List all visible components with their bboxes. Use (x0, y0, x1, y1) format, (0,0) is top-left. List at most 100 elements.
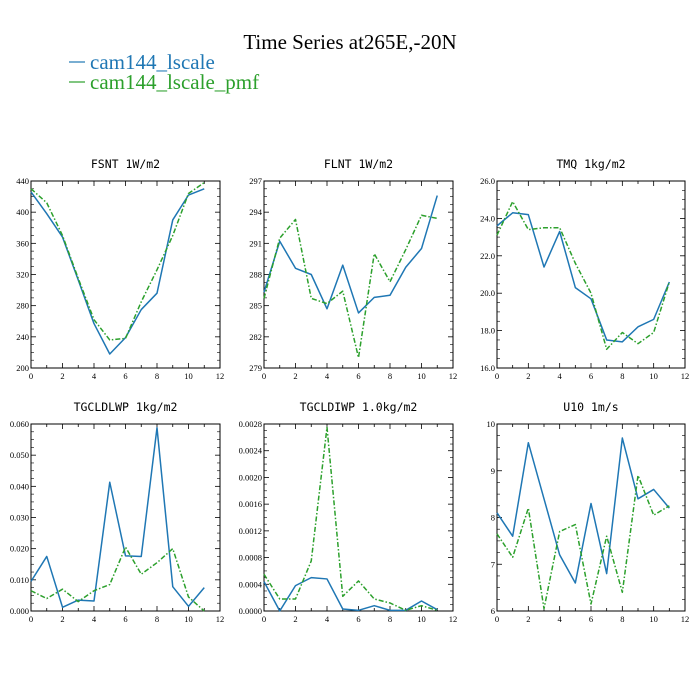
panel-tgcldlwp-xtick-label: 12 (216, 614, 225, 624)
panel-tgcldiwp-ytick-label: 0.0004 (239, 579, 263, 589)
panel-tgcldlwp-ytick-label: 0.000 (10, 606, 29, 616)
panel-flnt-xtick-label: 0 (262, 371, 266, 381)
panel-tgcldlwp-ytick-label: 0.030 (10, 513, 29, 523)
panel-fsnt-xtick-label: 4 (92, 371, 97, 381)
panel-u10-ytick-label: 10 (487, 419, 496, 429)
panel-tgcldlwp-xtick-label: 6 (123, 614, 127, 624)
panel-flnt-xtick-label: 6 (356, 371, 360, 381)
panel-tgcldlwp-series-cam144-lscale (30, 426, 205, 609)
panel-flnt-ytick-label: 291 (249, 238, 262, 248)
panel-fsnt-ytick-label: 440 (16, 176, 29, 186)
panel-fsnt: FSNT 1W/m2 0 2 4 6 8 10 12 200 240 280 320 360 400 440 (16, 157, 224, 381)
panel-tgcldiwp-xtick-label: 0 (262, 614, 266, 624)
panel-fsnt-frame (30, 180, 221, 369)
panel-tmq-xtick-label: 8 (620, 371, 624, 381)
panel-u10-title: U10 1m/s (563, 400, 618, 414)
panel-fsnt-xtick-label: 10 (184, 371, 193, 381)
panel-flnt-ytick-label: 282 (249, 332, 262, 342)
panel-tgcldlwp: TGCLDLWP 1kg/m2 0 2 4 6 8 10 12 0.000 0.010 0.020 0… (10, 400, 224, 624)
panel-tgcldiwp-xtick-label: 4 (325, 614, 330, 624)
panel-fsnt-ytick-label: 200 (16, 363, 29, 373)
panel-fsnt-ytick-label: 280 (16, 301, 29, 311)
panel-tgcldlwp-xtick-label: 4 (92, 614, 97, 624)
panel-tmq-series-cam144-lscale-pmf (496, 200, 671, 351)
panel-tgcldiwp-series-cam144-lscale (263, 576, 438, 612)
panel-tmq-ytick-label: 24.0 (480, 213, 495, 223)
legend-label-cam144-lscale-pmf: cam144_lscale_pmf (90, 70, 259, 94)
panel-tgcldlwp-ytick-label: 0.010 (10, 575, 29, 585)
panel-tgcldiwp-ytick-label: 0.0024 (239, 446, 263, 456)
panel-u10-frame (496, 423, 686, 612)
panel-tgcldiwp-xtick-label: 6 (356, 614, 360, 624)
panel-flnt-series-cam144-lscale (263, 195, 438, 314)
panel-u10-ytick-label: 6 (491, 606, 495, 616)
panel-tgcldiwp-xtick-label: 2 (293, 614, 297, 624)
panel-tmq-series-cam144-lscale (496, 212, 671, 343)
panel-tgcldiwp-title: TGCLDIWP 1.0kg/m2 (300, 400, 418, 414)
panel-fsnt-xtick-label: 12 (216, 371, 225, 381)
panel-tgcldlwp-ytick-label: 0.020 (10, 544, 29, 554)
panel-flnt: FLNT 1W/m2 0 2 4 6 8 10 12 279 282 285 288 291 294 297 (249, 157, 457, 381)
panel-flnt-series-cam144-lscale-pmf (263, 214, 438, 359)
panel-tmq-xtick-label: 12 (681, 371, 690, 381)
panel-fsnt-series-cam144-lscale (30, 188, 205, 355)
panel-tgcldiwp-series-cam144-lscale-pmf (263, 426, 438, 612)
panel-flnt-ytick-label: 294 (249, 207, 263, 217)
panel-tgcldiwp-ytick-label: 0.0008 (239, 553, 262, 563)
panel-fsnt-xtick-label: 6 (123, 371, 127, 381)
panel-tgcldlwp-ytick-label: 0.060 (10, 419, 29, 429)
panel-u10-xtick-label: 4 (558, 614, 563, 624)
panel-u10-xtick-label: 0 (495, 614, 499, 624)
panel-flnt-xtick-label: 10 (417, 371, 426, 381)
panel-tgcldiwp: TGCLDIWP 1.0kg/m2 0 2 4 6 8 10 12 0.0000 0.0004 0.… (239, 400, 458, 624)
panel-tgcldiwp-ytick-label: 0.0016 (239, 499, 262, 509)
panel-tmq-ytick-label: 22.0 (480, 251, 495, 261)
panel-tgcldlwp-frame (30, 423, 221, 612)
panel-tgcldiwp-xtick-label: 10 (417, 614, 426, 624)
legend-label-cam144-lscale: cam144_lscale (90, 50, 215, 74)
panel-tmq-xtick-label: 10 (649, 371, 658, 381)
panel-fsnt-xtick-label: 8 (155, 371, 159, 381)
panels: FSNT 1W/m20 2 4 6 8 10 12200240280320360400440… (10, 157, 689, 624)
panel-flnt-title: FLNT 1W/m2 (324, 157, 393, 171)
panel-tmq-title: TMQ 1kg/m2 (556, 157, 625, 171)
panel-u10-xtick-label: 8 (620, 614, 624, 624)
panel-tmq-ytick-label: 16.0 (480, 363, 495, 373)
panel-u10-ytick-label: 8 (491, 513, 495, 523)
panel-u10-xtick-label: 10 (649, 614, 658, 624)
panel-tgcldiwp-frame (263, 423, 454, 612)
panel-tgcldlwp-ytick-label: 0.050 (10, 450, 29, 460)
figure-title: Time Series at265E,-20N (243, 30, 456, 54)
panel-tgcldlwp-xtick-label: 8 (155, 614, 159, 624)
panel-tgcldiwp-xtick-label: 8 (388, 614, 392, 624)
panel-fsnt-series-cam144-lscale-pmf (30, 181, 205, 341)
panel-fsnt-ytick-label: 360 (16, 238, 29, 248)
panel-tmq-ytick-label: 18.0 (480, 326, 495, 336)
panel-tgcldlwp-title: TGCLDLWP 1kg/m2 (74, 400, 178, 414)
panel-tgcldlwp-xtick-label: 0 (29, 614, 33, 624)
panel-fsnt-xtick-label: 2 (60, 371, 64, 381)
panel-tgcldiwp-ytick-label: 0.0012 (239, 526, 262, 536)
panel-fsnt-ytick-label: 320 (16, 270, 29, 280)
legend: cam144_lscale cam144_lscale_pmf (69, 50, 259, 94)
panel-u10-series-cam144-lscale (496, 437, 670, 584)
panel-flnt-xtick-label: 12 (449, 371, 458, 381)
panel-fsnt-title: FSNT 1W/m2 (91, 157, 160, 171)
panel-u10-xtick-label: 12 (681, 614, 690, 624)
panel-tgcldiwp-ytick-label: 0.0028 (239, 419, 262, 429)
panel-u10-ytick-label: 9 (491, 466, 495, 476)
panel-u10-ytick-label: 7 (491, 559, 495, 569)
panel-flnt-ytick-label: 297 (249, 176, 262, 186)
panel-u10-xtick-label: 2 (526, 614, 530, 624)
panel-tgcldiwp-ytick-label: 0.0020 (239, 472, 262, 482)
panel-tgcldlwp-xtick-label: 2 (60, 614, 64, 624)
panel-u10-xtick-label: 6 (589, 614, 593, 624)
panel-flnt-ytick-label: 279 (249, 363, 262, 373)
panel-flnt-ytick-label: 288 (249, 270, 262, 280)
panel-flnt-ytick-label: 285 (249, 301, 262, 311)
panel-tmq-ytick-label: 26.0 (480, 176, 495, 186)
panel-tmq-xtick-label: 0 (495, 371, 499, 381)
panel-tmq-xtick-label: 2 (526, 371, 530, 381)
panel-u10-series-cam144-lscale-pmf (496, 474, 670, 610)
